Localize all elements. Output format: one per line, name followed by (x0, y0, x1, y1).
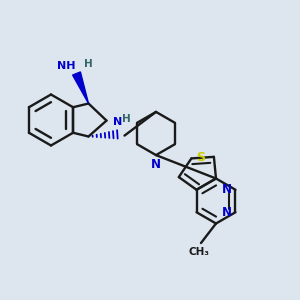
Polygon shape (73, 72, 88, 104)
Text: N: N (222, 206, 232, 219)
Text: S: S (196, 151, 205, 164)
Text: CH₃: CH₃ (189, 247, 210, 256)
Text: H: H (122, 114, 130, 124)
Text: H: H (84, 59, 93, 69)
Text: N: N (151, 158, 161, 170)
Text: N: N (113, 117, 122, 127)
Text: N: N (222, 183, 232, 196)
Text: NH: NH (56, 61, 75, 71)
